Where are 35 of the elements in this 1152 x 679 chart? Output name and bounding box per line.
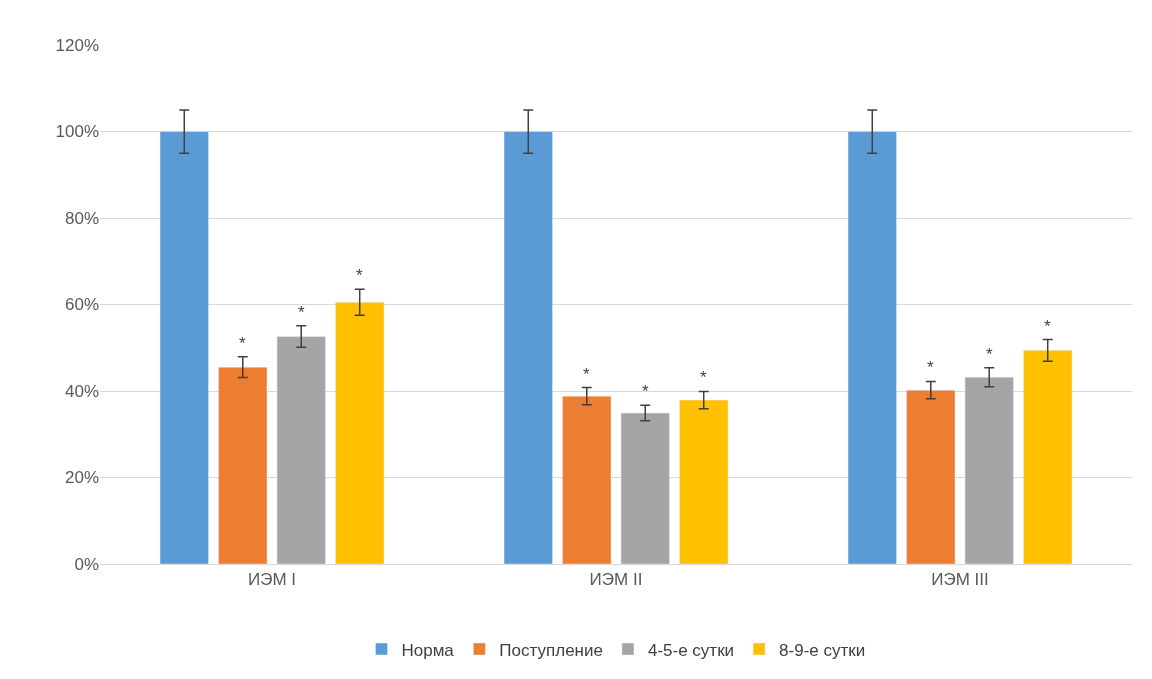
y-tick-label: 40% — [64, 381, 99, 401]
legend-label: 4-5-е сутки — [647, 640, 735, 660]
y-tick-label: 60% — [64, 295, 99, 315]
x-tick-label: ИЭМ III — [931, 570, 989, 590]
data-label: * — [1044, 317, 1051, 336]
bar — [218, 366, 268, 564]
y-tick-label: 100% — [55, 122, 99, 142]
legend-label: Норма — [401, 640, 455, 660]
x-tick-label: ИЭМ II — [589, 570, 643, 590]
y-tick-label: 80% — [64, 208, 99, 228]
y-tick-label: 20% — [64, 468, 99, 488]
legend-label: 8-9-е сутки — [779, 640, 866, 660]
bar — [335, 302, 385, 564]
bar — [847, 131, 897, 564]
data-label: * — [986, 345, 993, 364]
bar — [1023, 350, 1073, 564]
data-label: * — [642, 382, 649, 401]
data-label: * — [298, 303, 305, 322]
y-tick-label: 0% — [74, 554, 99, 574]
bar — [276, 336, 326, 564]
data-label: * — [239, 334, 246, 353]
y-tick-label: 120% — [55, 35, 99, 55]
data-label: * — [927, 358, 934, 377]
bar — [964, 376, 1014, 564]
bar — [620, 412, 670, 564]
bar — [159, 131, 209, 564]
bar — [906, 389, 956, 564]
data-label: * — [356, 266, 363, 285]
bar — [679, 399, 729, 564]
data-label: * — [583, 365, 590, 384]
x-tick-label: ИЭМ I — [247, 570, 297, 590]
bar — [562, 395, 612, 564]
data-label: * — [700, 368, 707, 387]
bar — [503, 131, 553, 564]
legend-label: Поступление — [499, 640, 603, 660]
